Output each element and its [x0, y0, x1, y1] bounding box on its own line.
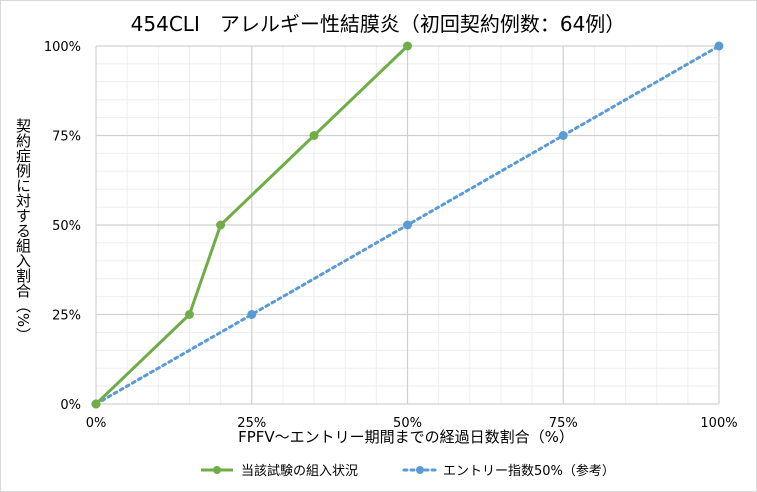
x-tick-label: 0%	[86, 416, 107, 431]
legend-item-series-2: エントリー指数50%（参考）	[402, 463, 615, 479]
y-tick-label: 0%	[60, 398, 81, 413]
series-1-point	[91, 399, 101, 409]
y-tick-label: 25%	[52, 309, 81, 324]
series-2-point	[558, 131, 568, 140]
legend-label-series-1: 当該試験の組入状況	[241, 463, 358, 479]
y-tick-labels: 0% 25% 50% 75% 100%	[44, 40, 81, 413]
series-1-point	[216, 220, 226, 230]
y-axis-label: 契約症例に対する組入割合（%）	[14, 118, 32, 342]
series-1-point	[403, 41, 412, 51]
x-tick-label: 75%	[549, 416, 578, 431]
x-tick-labels: 0% 25% 50% 75% 100%	[86, 416, 738, 431]
series-1-point	[184, 310, 194, 319]
x-tick-label: 50%	[393, 416, 422, 431]
series-layer	[91, 41, 724, 409]
legend: 当該試験の組入状況 エントリー指数50%（参考）	[201, 463, 615, 479]
series-1-point	[309, 131, 319, 140]
series-2-point	[403, 220, 412, 230]
chart-title: 454CLI アレルギー性結膜炎（初回契約例数：64例）	[131, 12, 626, 36]
x-tick-label: 100%	[700, 416, 737, 431]
series-2-point	[247, 310, 257, 319]
legend-label-series-2: エントリー指数50%（参考）	[443, 463, 615, 479]
legend-marker-series-2	[416, 466, 424, 474]
x-tick-label: 25%	[237, 416, 266, 431]
legend-marker-series-1	[213, 466, 221, 474]
legend-item-series-1: 当該試験の組入状況	[201, 463, 358, 479]
y-tick-label: 100%	[44, 40, 81, 55]
y-tick-label: 75%	[52, 130, 81, 145]
y-tick-label: 50%	[52, 219, 81, 234]
series-1	[91, 41, 412, 409]
series-2-point	[714, 41, 724, 51]
x-axis-label: FPFV～エントリー期間までの経過日数割合（%）	[238, 428, 574, 446]
